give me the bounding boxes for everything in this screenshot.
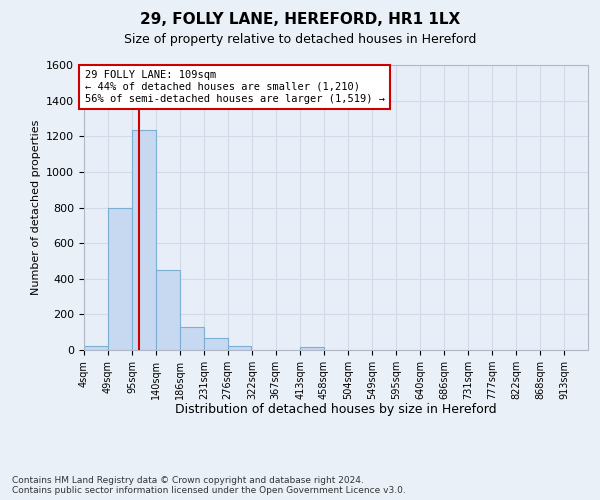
Bar xyxy=(156,270,179,350)
Bar xyxy=(180,327,204,350)
Bar xyxy=(204,338,227,350)
Bar xyxy=(132,130,156,350)
Y-axis label: Number of detached properties: Number of detached properties xyxy=(31,120,41,295)
Bar xyxy=(300,348,324,350)
Bar xyxy=(108,208,131,350)
Text: 29, FOLLY LANE, HEREFORD, HR1 1LX: 29, FOLLY LANE, HEREFORD, HR1 1LX xyxy=(140,12,460,28)
Text: Distribution of detached houses by size in Hereford: Distribution of detached houses by size … xyxy=(175,402,497,415)
Text: 29 FOLLY LANE: 109sqm
← 44% of detached houses are smaller (1,210)
56% of semi-d: 29 FOLLY LANE: 109sqm ← 44% of detached … xyxy=(85,70,385,104)
Bar xyxy=(84,346,108,350)
Text: Contains HM Land Registry data © Crown copyright and database right 2024.
Contai: Contains HM Land Registry data © Crown c… xyxy=(12,476,406,495)
Text: Size of property relative to detached houses in Hereford: Size of property relative to detached ho… xyxy=(124,32,476,46)
Bar xyxy=(227,346,251,350)
